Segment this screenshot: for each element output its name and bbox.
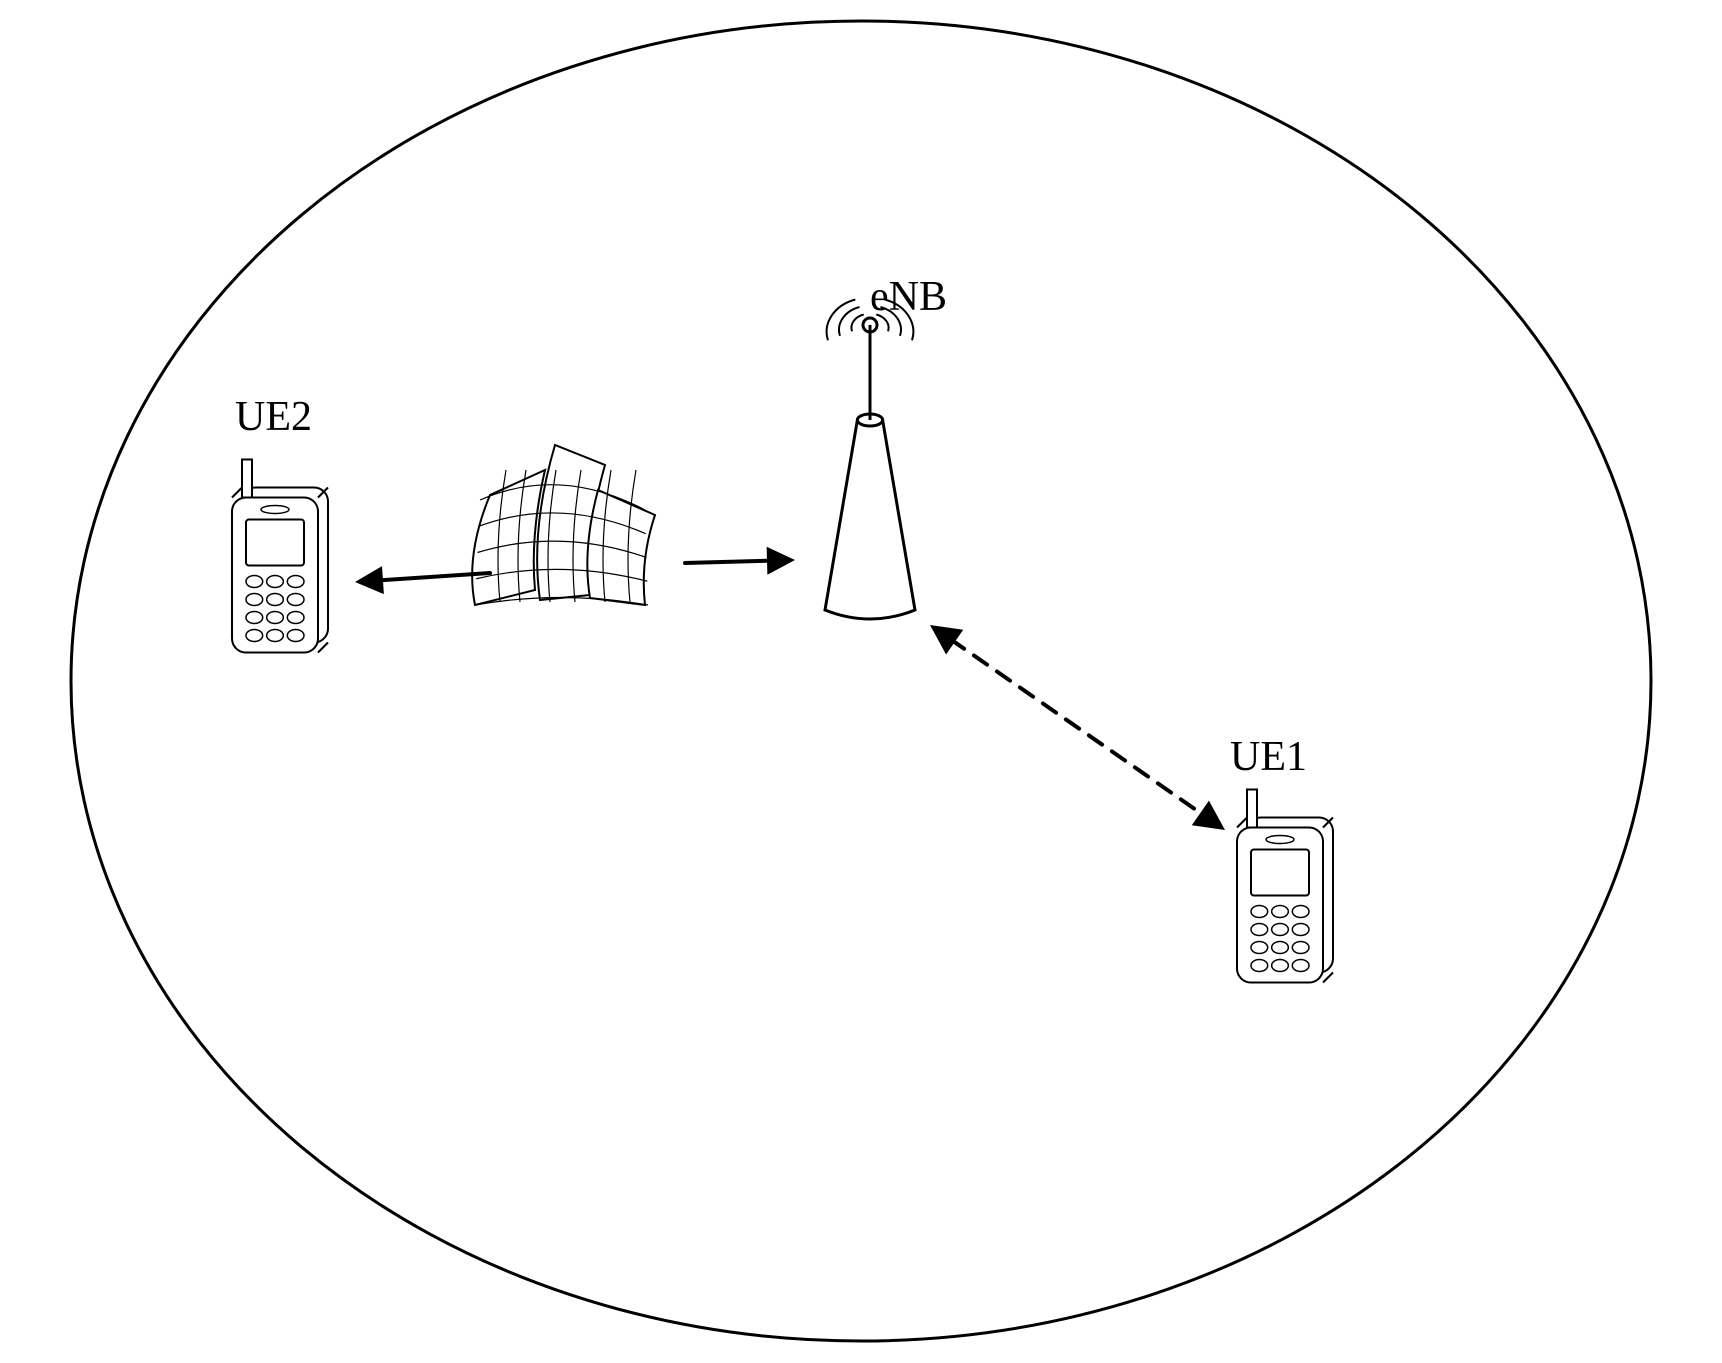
ue1-label: UE1: [1230, 734, 1307, 780]
arrowhead: [767, 547, 795, 575]
ue2-label: UE2: [235, 394, 312, 440]
cell-boundary: [71, 21, 1651, 1341]
enb-ue1-link: [951, 640, 1204, 816]
enb-label: eNB: [870, 274, 947, 320]
phone-antenna: [242, 460, 252, 498]
building-to-enb: [685, 561, 771, 563]
arrowhead: [355, 566, 384, 594]
arrowhead: [1192, 801, 1225, 830]
enb-wave: [839, 307, 859, 336]
phone-antenna: [1247, 790, 1257, 828]
arrowhead: [930, 625, 963, 654]
phone-screen: [1251, 850, 1309, 896]
ue1-device: [1237, 790, 1333, 983]
enb-base: [825, 420, 915, 619]
ue2-device: [232, 460, 328, 653]
enb-tower: [825, 300, 915, 620]
building-obstacle: [472, 445, 655, 605]
phone-screen: [246, 520, 304, 566]
